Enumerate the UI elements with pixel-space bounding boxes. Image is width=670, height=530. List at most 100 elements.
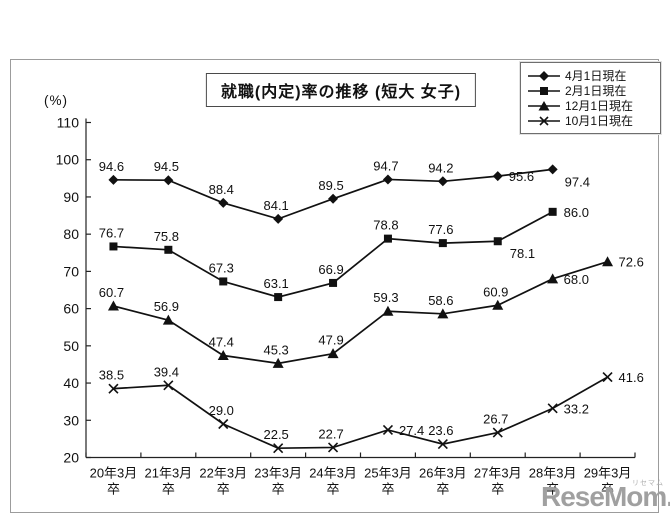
y-tick-label: 20: [63, 450, 79, 466]
data-point-label: 95.6: [509, 169, 534, 184]
data-point-label: 97.4: [565, 174, 590, 189]
data-point-label: 29.0: [209, 403, 234, 418]
data-point-diamond: [492, 171, 503, 182]
data-point-label: 22.5: [263, 427, 288, 442]
data-point-x: [382, 424, 394, 436]
data-point-label: 89.5: [318, 178, 343, 193]
data-point-label: 94.2: [428, 160, 453, 175]
data-point-label: 76.7: [99, 225, 124, 240]
legend-item-october: 10月1日現在: [527, 114, 654, 128]
legend-label: 12月1日現在: [565, 99, 634, 113]
data-point-label: 41.6: [619, 370, 644, 385]
data-point-label: 72.6: [619, 255, 644, 270]
data-point-square: [329, 278, 338, 287]
y-tick-label: 60: [63, 301, 79, 317]
data-point-diamond: [547, 164, 558, 175]
data-point-triangle: [327, 348, 339, 359]
x-category-label: 22年3月卒: [199, 466, 247, 497]
x-marker-icon: [528, 116, 560, 126]
y-tick-label: 50: [63, 338, 79, 354]
data-point-diamond: [273, 213, 284, 224]
data-point-label: 67.3: [209, 260, 234, 275]
data-point-square: [109, 242, 118, 251]
data-point-label: 47.9: [318, 333, 343, 348]
legend-label: 4月1日現在: [565, 69, 627, 83]
data-point-label: 78.8: [373, 218, 398, 233]
data-point-x: [602, 372, 613, 383]
data-point-label: 63.1: [263, 276, 288, 291]
data-point-square: [493, 237, 502, 246]
data-point-diamond: [163, 175, 174, 186]
y-tick-label: 90: [63, 189, 79, 205]
data-point-diamond: [328, 193, 339, 204]
data-point-label: 94.7: [373, 158, 398, 173]
series-line-2: [113, 260, 608, 365]
data-point-x: [273, 443, 284, 454]
data-point-square: [274, 293, 283, 302]
data-point-square: [164, 245, 173, 254]
data-point-x: [218, 418, 229, 430]
x-category-label: 28年3月卒: [529, 466, 577, 497]
data-point-label: 60.7: [99, 285, 124, 300]
y-axis-unit-label: (%): [44, 93, 68, 108]
legend-label: 10月1日現在: [565, 114, 634, 128]
data-point-label: 23.6: [428, 423, 453, 438]
resemom-watermark: リセマム ReseMom.: [538, 478, 670, 520]
square-marker-icon: [528, 87, 560, 95]
data-point-label: 84.1: [263, 198, 288, 213]
data-point-label: 66.9: [318, 262, 343, 277]
data-point-label: 58.6: [428, 293, 453, 308]
y-tick-label: 40: [63, 375, 79, 391]
data-point-square: [548, 207, 557, 216]
data-point-label: 86.0: [564, 205, 589, 220]
data-point-label: 94.5: [154, 159, 179, 174]
legend-item-december: 12月1日現在: [527, 99, 654, 113]
legend-item-february: 2月1日現在: [527, 84, 654, 98]
data-point-label: 27.4: [399, 423, 424, 438]
data-point-triangle: [547, 273, 559, 284]
data-point-label: 68.0: [564, 272, 589, 287]
x-category-label: 29年3月卒: [584, 466, 632, 497]
data-point-triangle: [272, 357, 284, 368]
data-point-label: 78.1: [510, 246, 535, 261]
y-tick-label: 30: [63, 412, 79, 428]
data-point-x: [492, 427, 503, 438]
data-point-x: [547, 403, 558, 414]
x-category-label: 24年3月卒: [309, 466, 357, 497]
x-category-label: 25年3月卒: [364, 466, 412, 497]
data-point-label: 47.4: [209, 335, 234, 350]
data-point-label: 94.6: [99, 159, 124, 174]
legend-box: 4月1日現在 2月1日現在 12月1日現在 10月1日現在: [520, 62, 661, 134]
data-point-x: [327, 442, 339, 453]
data-point-triangle: [217, 350, 229, 361]
data-point-label: 88.4: [209, 182, 234, 197]
data-point-label: 56.9: [154, 299, 179, 314]
watermark-logo: ReseMom.: [541, 481, 670, 512]
x-category-label: 23年3月卒: [254, 466, 302, 497]
data-point-triangle: [437, 308, 449, 319]
data-point-label: 22.7: [318, 426, 343, 441]
data-point-label: 60.9: [483, 284, 508, 299]
data-point-label: 45.3: [263, 342, 288, 357]
data-point-label: 59.3: [373, 290, 398, 305]
series-line-3: [113, 376, 608, 450]
y-tick-label: 70: [63, 263, 79, 279]
data-point-diamond: [108, 174, 119, 185]
data-point-triangle: [382, 305, 394, 316]
data-point-square: [383, 234, 392, 243]
y-tick-label: 80: [63, 226, 79, 242]
data-point-x: [108, 383, 119, 394]
x-category-label: 26年3月卒: [419, 466, 467, 497]
y-tick-label: 110: [57, 115, 80, 131]
data-point-square: [219, 277, 228, 286]
data-point-label: 38.5: [99, 368, 124, 383]
watermark-kana: リセマム: [632, 480, 664, 487]
data-point-label: 75.8: [154, 229, 179, 244]
data-point-diamond: [382, 174, 393, 185]
data-point-label: 77.6: [428, 222, 453, 237]
diamond-marker-icon: [528, 71, 560, 81]
x-category-label: 20年3月卒: [90, 466, 138, 497]
chart-title: 就職(内定)率の推移 (短大 女子): [205, 73, 477, 107]
x-category-label: 27年3月卒: [474, 466, 522, 497]
